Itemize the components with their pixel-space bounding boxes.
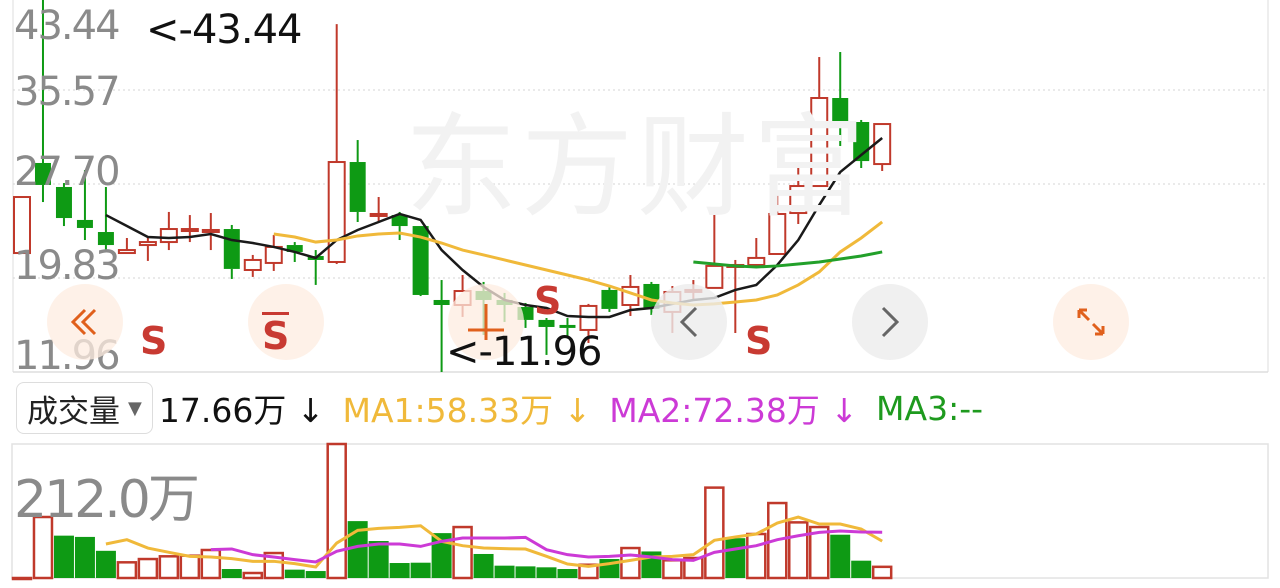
candle-body-down xyxy=(433,299,450,305)
signal-s-marker: S xyxy=(140,319,168,363)
candle-body-up xyxy=(705,264,724,289)
candle-body-up xyxy=(117,249,136,255)
chevron-right-icon xyxy=(881,306,900,338)
crosshair-icon xyxy=(468,304,504,340)
indicator-selector[interactable]: 成交量 ▼ xyxy=(16,382,153,434)
candle-body-up xyxy=(13,196,31,255)
fullscreen-button[interactable] xyxy=(1053,284,1129,360)
volume-header: 成交量 ▼ 17.66万 ↓ MA1:58.33万 ↓ MA2:72.38万 ↓… xyxy=(16,382,1001,434)
crosshair-button[interactable] xyxy=(448,284,524,360)
candle-body-down xyxy=(34,162,51,185)
next-button[interactable] xyxy=(852,284,928,360)
volume-ma3: MA3:-- xyxy=(876,388,984,428)
candle-body-up xyxy=(201,228,220,233)
candle-body-down xyxy=(391,215,408,227)
volume-scale-label: 212.0万 xyxy=(14,470,200,530)
price-axis-label-3: 27.70 xyxy=(14,149,121,195)
candle-body-up xyxy=(138,241,157,247)
candle-body-up xyxy=(789,185,808,215)
candle-body-up xyxy=(180,228,199,233)
candle-body-up xyxy=(369,212,388,217)
current-volume: 17.66万 ↓ xyxy=(158,391,325,430)
candle-body-down xyxy=(601,289,618,309)
price-axis-label-max: 43.44 xyxy=(14,3,121,49)
candle-body-down xyxy=(412,226,429,295)
chevron-left-icon xyxy=(679,306,698,338)
watermark-logo: 东方财富 xyxy=(405,103,869,233)
expand-icon xyxy=(1077,308,1105,336)
price-axis-label-2: 35.57 xyxy=(14,69,121,115)
candle-body-up xyxy=(810,97,829,188)
candle-body-down xyxy=(349,162,366,212)
candle-body-up xyxy=(747,256,766,266)
rewind-button[interactable] xyxy=(47,284,123,360)
candle-body-down xyxy=(559,324,576,328)
volume-ma2: MA2:72.38万 ↓ xyxy=(609,391,859,430)
candle-body-up xyxy=(768,212,787,255)
signal-s-marker: S xyxy=(262,312,290,358)
candle-body-up xyxy=(159,228,178,244)
price-ma-line xyxy=(693,250,883,269)
candle-body-down xyxy=(832,98,849,123)
price-ma-line xyxy=(273,220,884,307)
candle-body-up xyxy=(243,258,262,271)
candle-body-down xyxy=(538,319,555,327)
candle-body-down xyxy=(286,245,303,252)
candle-body-down xyxy=(76,219,93,228)
double-chevron-left-icon xyxy=(70,308,97,336)
prev-button[interactable] xyxy=(651,284,727,360)
signal-s-marker: S xyxy=(534,279,562,323)
candle-body-down xyxy=(55,186,72,219)
dropdown-triangle-icon: ▼ xyxy=(128,397,142,419)
low-price-marker: <-11.96 xyxy=(446,329,602,375)
candle-body-up xyxy=(327,161,346,263)
signal-s-bar-button[interactable] xyxy=(248,284,324,360)
high-price-marker: <-43.44 xyxy=(146,7,302,53)
volume-ma1: MA1:58.33万 ↓ xyxy=(342,391,592,430)
signal-s-marker: S xyxy=(745,319,773,363)
indicator-selector-label: 成交量 xyxy=(27,393,120,430)
candle-body-down xyxy=(97,232,114,246)
price-axis-label-4: 19.83 xyxy=(14,243,121,289)
candle-body-down xyxy=(223,229,240,269)
